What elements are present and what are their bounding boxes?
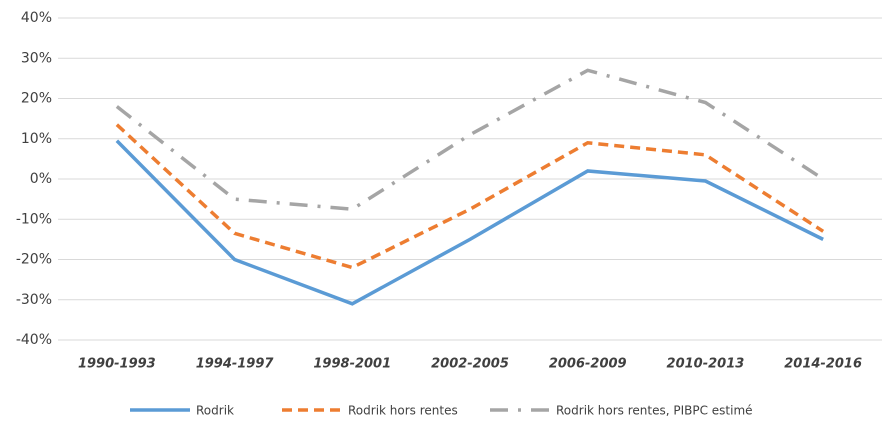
- y-tick-label: -40%: [16, 332, 52, 348]
- y-tick-label: -20%: [16, 252, 52, 268]
- y-tick-label: 40%: [21, 10, 52, 26]
- legend-label: Rodrik hors rentes: [348, 404, 458, 418]
- x-tick-label: 2010-2013: [667, 357, 745, 372]
- x-tick-label: 2002-2005: [431, 357, 509, 372]
- x-tick-label: 2006-2009: [549, 357, 627, 372]
- y-tick-label: 30%: [21, 50, 52, 66]
- legend-label: Rodrik hors rentes, PIBPC estimé: [556, 404, 753, 418]
- series-line: [115, 123, 825, 270]
- x-tick-label: 2014-2016: [784, 357, 862, 372]
- legend-label: Rodrik: [196, 404, 234, 418]
- x-tick-label: 1990-1993: [78, 357, 156, 372]
- y-tick-label: -10%: [16, 211, 52, 227]
- x-tick-label: 1994-1997: [196, 357, 275, 372]
- x-tick-label: 1998-2001: [313, 357, 391, 372]
- y-tick-label: 20%: [21, 91, 52, 107]
- y-tick-label: 0%: [30, 171, 52, 187]
- series-line: [115, 139, 824, 306]
- series-line: [115, 68, 825, 211]
- y-tick-label: -30%: [16, 292, 52, 308]
- y-tick-label: 10%: [21, 131, 52, 147]
